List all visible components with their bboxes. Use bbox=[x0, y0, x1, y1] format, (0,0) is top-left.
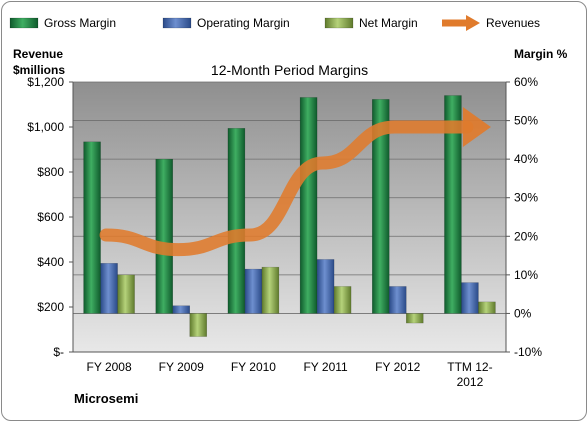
x-tick-label: FY 2011 bbox=[303, 360, 348, 374]
bar-net-margin bbox=[261, 266, 280, 314]
right-tick-label: 30% bbox=[514, 191, 538, 205]
left-axis-title: Revenue bbox=[13, 47, 63, 61]
company-label: Microsemi bbox=[74, 391, 138, 406]
left-axis-title: $millions bbox=[13, 63, 65, 77]
revenue-line bbox=[99, 120, 474, 257]
left-tick-label: $1,200 bbox=[27, 75, 64, 89]
bar-gross-margin bbox=[83, 141, 101, 314]
right-tick-label: 20% bbox=[514, 229, 538, 243]
bar-net-margin bbox=[333, 286, 352, 314]
x-tick-label: FY 2009 bbox=[159, 360, 204, 374]
bar-gross-margin bbox=[299, 97, 318, 314]
bar-operating-margin bbox=[389, 286, 407, 314]
x-tick-label: FY 2008 bbox=[87, 360, 132, 374]
bar-operating-margin bbox=[172, 305, 190, 314]
legend-label: Revenues bbox=[486, 16, 540, 30]
x-tick-label: FY 2012 bbox=[375, 360, 420, 374]
legend-label: Operating Margin bbox=[197, 16, 290, 30]
bar-gross-margin bbox=[444, 95, 462, 314]
bar-net-margin bbox=[117, 274, 135, 314]
bar-operating-margin bbox=[461, 282, 479, 314]
left-tick-label: $1,000 bbox=[27, 120, 64, 134]
left-tick-label: $- bbox=[53, 345, 64, 359]
legend-label: Gross Margin bbox=[44, 16, 116, 30]
x-tick-label: FY 2010 bbox=[231, 360, 276, 374]
left-tick-label: $400 bbox=[37, 255, 64, 269]
legend-swatch bbox=[324, 17, 354, 29]
right-tick-label: -10% bbox=[514, 345, 542, 359]
right-axis-title: Margin % bbox=[514, 47, 568, 61]
bar-operating-margin bbox=[100, 263, 118, 314]
left-tick-label: $800 bbox=[37, 165, 64, 179]
legend-swatch bbox=[9, 17, 39, 29]
right-tick-label: 0% bbox=[514, 306, 532, 320]
bar-operating-margin bbox=[244, 268, 263, 314]
bar-operating-margin bbox=[316, 259, 335, 314]
bar-gross-margin bbox=[372, 99, 390, 314]
bar-gross-margin bbox=[155, 158, 173, 314]
right-tick-label: 60% bbox=[514, 75, 538, 89]
revenue-arrowhead bbox=[462, 107, 491, 147]
left-tick-label: $200 bbox=[37, 300, 64, 314]
right-tick-label: 40% bbox=[514, 152, 538, 166]
bar-net-margin bbox=[478, 301, 496, 314]
chart-title: 12-Month Period Margins bbox=[211, 62, 368, 78]
left-tick-label: $600 bbox=[37, 210, 64, 224]
legend-swatch bbox=[162, 17, 192, 29]
right-tick-label: 50% bbox=[514, 114, 538, 128]
bar-gross-margin bbox=[227, 128, 246, 314]
bar-net-margin bbox=[189, 313, 207, 337]
x-tick-label: 2012 bbox=[457, 375, 484, 389]
legend-arrow bbox=[466, 15, 480, 31]
bar-net-margin bbox=[406, 313, 424, 324]
right-tick-label: 10% bbox=[514, 268, 538, 282]
legend-label: Net Margin bbox=[359, 16, 418, 30]
x-tick-label: TTM 12- bbox=[447, 360, 492, 374]
